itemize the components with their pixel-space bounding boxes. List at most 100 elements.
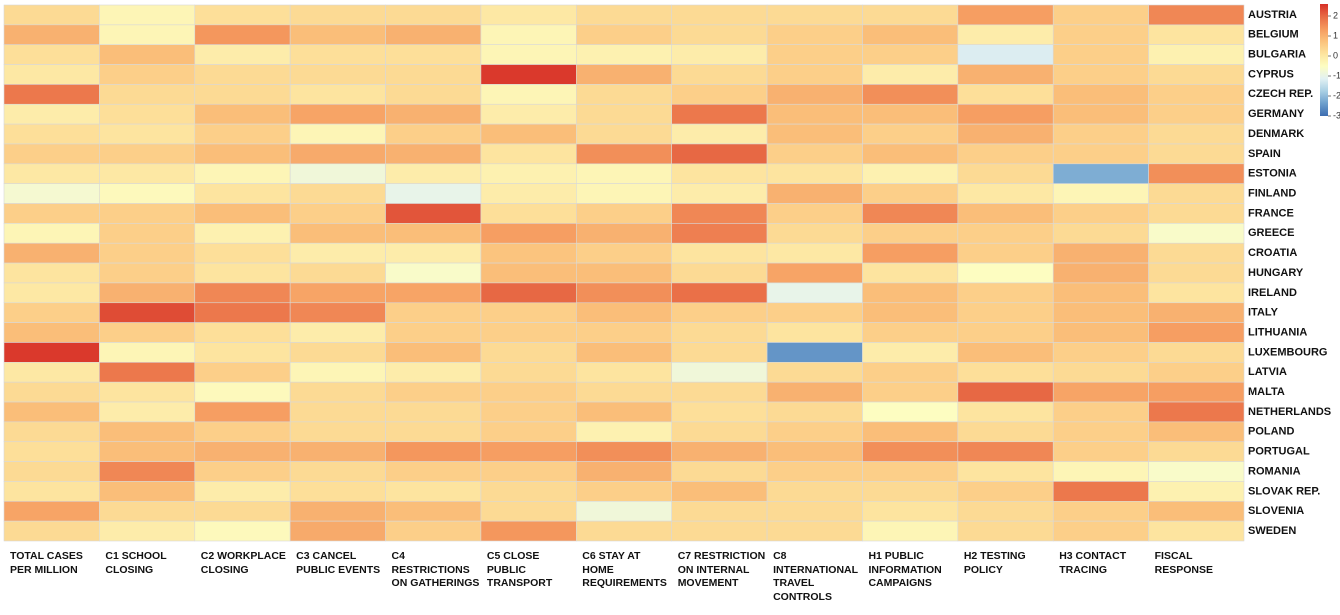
- cell: [3, 401, 100, 423]
- cell: [671, 123, 768, 145]
- cell: [957, 223, 1054, 244]
- row-label: GERMANY: [1248, 108, 1305, 120]
- cell: [194, 44, 291, 65]
- cell: [3, 262, 100, 284]
- cell: [766, 143, 863, 165]
- cell: [671, 64, 768, 85]
- row-label: LITHUANIA: [1248, 326, 1307, 338]
- cell: [957, 123, 1054, 145]
- cell: [862, 183, 959, 204]
- cell: [3, 421, 100, 443]
- cell: [480, 461, 577, 482]
- cell: [957, 84, 1054, 105]
- cell: [194, 302, 291, 323]
- cell: [289, 500, 386, 522]
- cell: [766, 24, 863, 46]
- cell: [99, 64, 196, 85]
- cell: [194, 4, 291, 26]
- cell: [385, 223, 482, 244]
- cell: [862, 520, 959, 542]
- cell: [671, 302, 768, 323]
- cell: [1148, 123, 1245, 145]
- cell: [194, 24, 291, 46]
- cell: [957, 381, 1054, 403]
- cell: [194, 481, 291, 502]
- cell: [766, 242, 863, 264]
- cell: [1052, 103, 1149, 125]
- colorbar: [1320, 4, 1328, 116]
- cell: [957, 500, 1054, 522]
- cell: [862, 242, 959, 264]
- cell: [576, 401, 672, 423]
- cell: [957, 362, 1054, 383]
- cell: [289, 401, 386, 423]
- row-label: CZECH REP.: [1248, 88, 1313, 100]
- cell: [3, 342, 100, 363]
- cell: [862, 103, 959, 125]
- cell: [1052, 322, 1149, 343]
- cell: [385, 362, 482, 383]
- cell: [1148, 203, 1245, 224]
- cell: [957, 262, 1054, 284]
- column-label: FISCAL RESPONSE: [1154, 550, 1213, 576]
- cell: [194, 123, 291, 145]
- cell: [862, 64, 959, 85]
- cell: [671, 24, 768, 46]
- cell: [766, 322, 863, 343]
- cell: [480, 401, 577, 423]
- column-label: H1 PUBLIC INFORMATION CAMPAIGNS: [868, 550, 942, 590]
- cell: [3, 481, 100, 502]
- column-label: H2 TESTING POLICY: [963, 550, 1026, 576]
- row-label: SWEDEN: [1248, 525, 1296, 537]
- cell: [480, 481, 577, 502]
- row-label: AUSTRIA: [1248, 9, 1297, 21]
- cell: [576, 123, 672, 145]
- cell: [480, 342, 577, 363]
- cell: [671, 203, 768, 224]
- column-label: C7 RESTRICTION ON INTERNAL MOVEMENT: [677, 550, 766, 590]
- cell: [1052, 64, 1149, 85]
- cell: [862, 342, 959, 363]
- cell: [576, 282, 672, 304]
- cell: [1148, 44, 1245, 65]
- cell: [671, 223, 768, 244]
- cell: [1052, 302, 1149, 323]
- cell: [576, 163, 672, 184]
- cell: [957, 64, 1054, 85]
- cell: [480, 520, 577, 542]
- cell: [480, 421, 577, 443]
- cell: [99, 262, 196, 284]
- cell: [671, 183, 768, 204]
- column-label: C8 INTERNATIONAL TRAVEL CONTROLS: [773, 550, 858, 603]
- cell: [289, 461, 386, 482]
- cell: [3, 223, 100, 244]
- cell: [862, 500, 959, 522]
- cell: [99, 24, 196, 46]
- cell: [385, 24, 482, 46]
- cell: [194, 183, 291, 204]
- cell: [957, 441, 1054, 462]
- cell: [1052, 123, 1149, 145]
- cell: [289, 362, 386, 383]
- cell: [576, 4, 672, 26]
- cell: [957, 520, 1054, 542]
- cell: [671, 163, 768, 184]
- cell: [1148, 441, 1245, 462]
- row-label: FRANCE: [1248, 207, 1294, 219]
- cell: [766, 84, 863, 105]
- cell: [576, 322, 672, 343]
- colorbar-tick-label: 1: [1333, 30, 1338, 40]
- cell: [671, 500, 768, 522]
- cell: [289, 262, 386, 284]
- cell: [1148, 401, 1245, 423]
- row-label: PORTUGAL: [1248, 446, 1310, 458]
- cell: [289, 322, 386, 343]
- cell: [766, 342, 863, 363]
- cell: [862, 24, 959, 46]
- cell: [766, 203, 863, 224]
- row-label: MALTA: [1248, 386, 1285, 398]
- cell: [671, 362, 768, 383]
- cell: [957, 481, 1054, 502]
- row-label: CROATIA: [1248, 247, 1297, 259]
